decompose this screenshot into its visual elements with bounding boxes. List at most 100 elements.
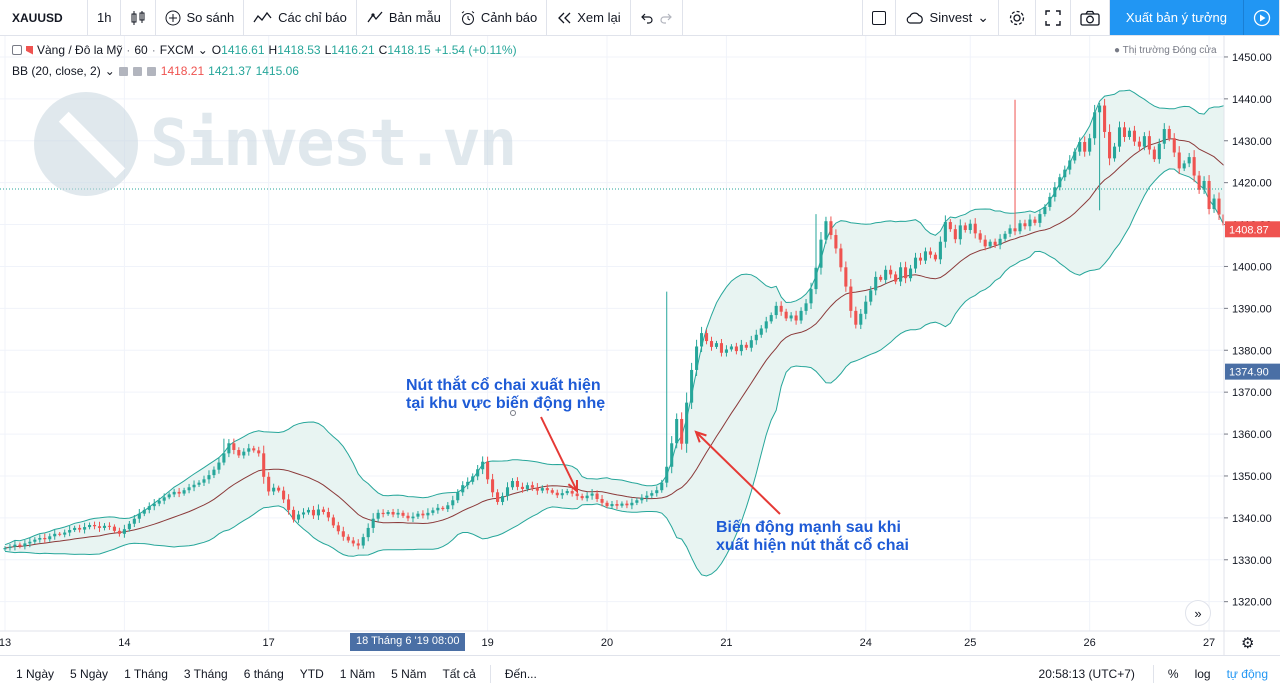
templates-button[interactable]: Bản mẫu (357, 0, 451, 35)
range-1m[interactable]: 1 Tháng (124, 666, 168, 681)
lower-band-line (4, 168, 1280, 577)
range-3m[interactable]: 3 Tháng (183, 666, 228, 681)
price-chart[interactable]: 1320.00 1330.00 1340.00 1350.00 1360.00 1370.… (0, 36, 1280, 655)
price-tick-label: 1390.00 (1232, 303, 1272, 315)
time-tick-label: 24 (860, 637, 872, 649)
candle-body (436, 507, 440, 511)
candle-body (421, 513, 425, 516)
square-icon (871, 10, 886, 25)
candle-body (28, 541, 32, 544)
snapshot-button[interactable] (1071, 0, 1110, 35)
symbol-search-button[interactable]: XAUUSD (0, 0, 88, 35)
clock-timezone[interactable]: 20:58:13 (UTC+7) (1038, 666, 1135, 681)
candle-body (157, 500, 161, 504)
candle-body (237, 449, 241, 456)
candle-body (117, 530, 121, 534)
candle-body (1038, 214, 1042, 223)
auto-scale-toggle[interactable]: tự động (1226, 666, 1268, 681)
close-icon[interactable] (146, 66, 156, 76)
indicators-button[interactable]: Các chỉ báo (244, 0, 357, 35)
range-1y[interactable]: 1 Năm (339, 666, 376, 681)
candle-body (376, 512, 380, 519)
collapse-legend-icon[interactable] (12, 45, 22, 55)
price-tick-label: 1350.00 (1232, 471, 1272, 483)
annotation-breakout-line2: xuất hiện nút thắt cổ chai (716, 537, 909, 554)
bb-label: BB (20, close, 2) (12, 64, 101, 78)
publish-label: Xuất bản ý tưởng (1125, 10, 1227, 25)
candle-body (759, 328, 763, 335)
candle-body (869, 290, 873, 302)
candle-body (247, 448, 251, 452)
time-tick-label: 25 (964, 637, 976, 649)
chevron-down-icon[interactable]: ⌄ (197, 43, 208, 57)
chevron-down-icon[interactable]: ⌄ (104, 64, 115, 78)
publish-idea-button[interactable]: Xuất bản ý tưởng (1109, 0, 1244, 35)
goto-date-button[interactable]: Đến... (504, 666, 537, 681)
candle-body (242, 451, 246, 456)
settings-button[interactable] (999, 0, 1036, 35)
candle-body (670, 443, 674, 467)
last-price-label-bg (1225, 221, 1280, 238)
open-value: 1416.61 (221, 43, 265, 57)
candle-body (182, 490, 186, 494)
candle-body (769, 315, 773, 322)
candle-body (754, 334, 758, 341)
candle-body (172, 491, 176, 495)
candle-body (351, 540, 355, 544)
undo-button[interactable] (631, 0, 683, 35)
candle-body (739, 344, 743, 352)
candle-body (481, 461, 485, 470)
range-ytd[interactable]: YTD (299, 666, 324, 681)
candle-body (958, 225, 962, 240)
time-tick-label: 17 (263, 637, 275, 649)
candle-body (23, 543, 27, 547)
candle-body (97, 526, 102, 528)
time-tick-label: 14 (118, 637, 130, 649)
candle-body (525, 485, 529, 489)
range-6m[interactable]: 6 tháng (243, 666, 284, 681)
compare-button[interactable]: So sánh (156, 0, 245, 35)
account-button[interactable]: Sinvest ⌄ (896, 0, 999, 35)
arrow-bottleneck (540, 416, 578, 492)
candle-body (844, 267, 848, 287)
candle-body (704, 333, 709, 342)
interval-button[interactable]: 1h (88, 0, 122, 35)
eye-icon[interactable] (118, 66, 128, 76)
redo-icon[interactable] (659, 11, 673, 25)
candle-body (1162, 129, 1166, 144)
alerts-button[interactable]: Cảnh báo (451, 0, 548, 35)
chart-style-button[interactable] (121, 0, 157, 35)
price-tick-label: 1330.00 (1232, 555, 1272, 567)
candlestick-icon (131, 10, 145, 25)
candle-body (1073, 151, 1077, 161)
range-1d[interactable]: 1 Ngày (16, 666, 55, 681)
range-5y[interactable]: 5 Năm (391, 666, 427, 681)
candle-body (794, 315, 798, 321)
candle-body (416, 513, 420, 517)
fullscreen-button[interactable] (1036, 0, 1071, 35)
scroll-to-realtime-button[interactable]: » (1185, 600, 1211, 626)
candle-body (1142, 136, 1146, 147)
axis-settings-button[interactable]: ⚙ (1241, 634, 1254, 652)
watermark: Sinvest.vn (34, 92, 517, 196)
replay-button[interactable]: Xem lại (547, 0, 631, 35)
bb-basis-value: 1418.21 (160, 64, 205, 78)
candle-body (859, 313, 863, 325)
candle-body (73, 527, 77, 531)
range-5d[interactable]: 5 Ngày (70, 666, 109, 681)
log-scale-toggle[interactable]: log (1194, 666, 1211, 681)
range-all[interactable]: Tất cả (442, 666, 476, 681)
layout-button[interactable] (863, 0, 896, 35)
gear-icon (1009, 10, 1025, 25)
last-price-label: 1408.87 (1229, 224, 1269, 236)
candle-body (839, 248, 843, 268)
candle-body (1013, 228, 1017, 232)
play-button[interactable] (1244, 0, 1280, 35)
candle-body (565, 491, 569, 494)
candle-body (48, 536, 52, 540)
percent-scale-toggle[interactable]: % (1167, 666, 1179, 681)
settings-icon[interactable] (132, 66, 142, 76)
crosshair-date-label: 18 Tháng 6 '19 08:00 (350, 633, 466, 651)
candle-body (923, 251, 928, 261)
candle-body (1207, 180, 1211, 210)
